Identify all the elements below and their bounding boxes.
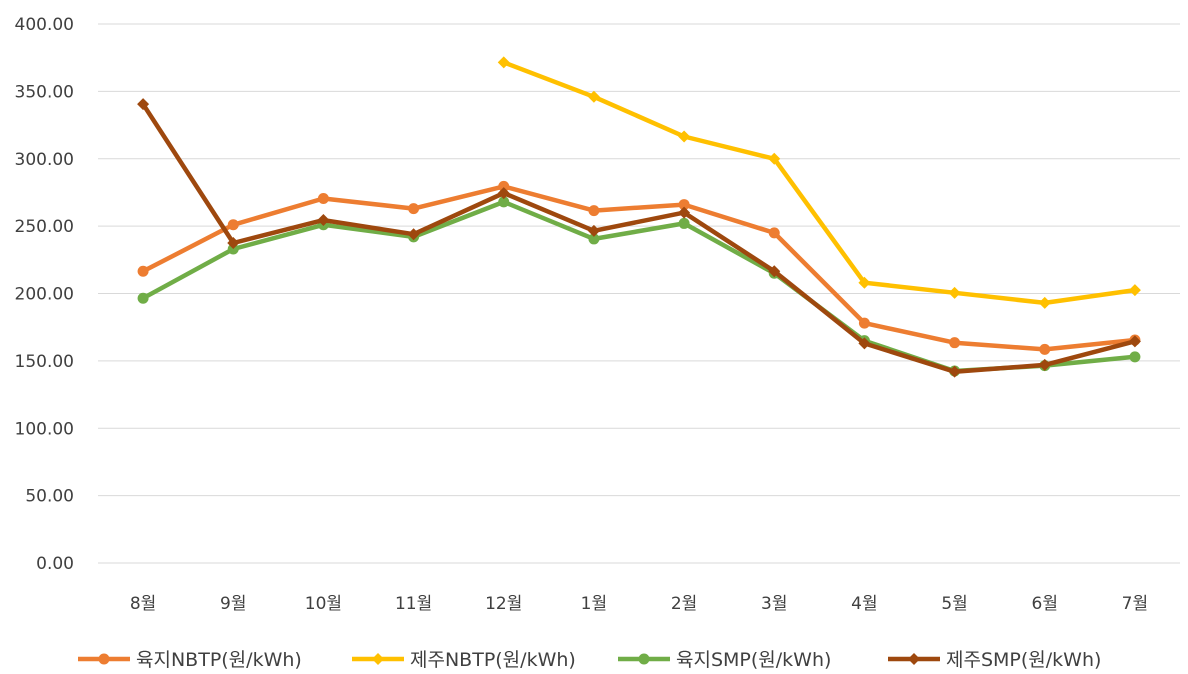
data-point (317, 214, 330, 227)
y-tick-label: 350.00 (15, 82, 74, 102)
data-point (768, 265, 781, 278)
data-point (227, 243, 239, 255)
data-point (497, 56, 510, 69)
series-1 (137, 180, 1141, 355)
data-point (638, 653, 650, 665)
x-tick-label: 7월 (1122, 594, 1148, 614)
data-point (1038, 296, 1051, 309)
legend-item: 육지SMP(원/kWh) (618, 649, 831, 671)
series-line (501, 60, 1138, 306)
data-point (98, 653, 110, 665)
data-point (1128, 284, 1141, 297)
y-tick-label: 100.00 (15, 419, 74, 439)
data-point (1038, 358, 1051, 371)
data-point (498, 196, 510, 208)
data-point (587, 224, 600, 237)
data-point (227, 236, 240, 249)
data-point (948, 286, 961, 299)
legend-item: 육지NBTP(원/kWh) (78, 649, 302, 671)
x-tick-label: 8월 (130, 594, 156, 614)
legend-label: 제주SMP(원/kWh) (946, 649, 1101, 671)
legend-label: 제주NBTP(원/kWh) (410, 649, 576, 671)
data-point (227, 219, 239, 231)
data-point (678, 206, 691, 219)
legend-item: 제주NBTP(원/kWh) (352, 649, 576, 671)
data-point (372, 653, 384, 665)
data-point (1039, 343, 1051, 355)
data-point (948, 365, 961, 378)
series-4 (137, 98, 1141, 378)
x-tick-label: 2월 (671, 594, 697, 614)
data-point (137, 98, 150, 111)
legend-label: 육지SMP(원/kWh) (676, 649, 831, 671)
data-point (137, 265, 149, 277)
y-tick-label: 250.00 (15, 217, 74, 237)
x-axis-tick-labels: 8월 9월 10월 11월 12월 1월 2월 3월 4월 5월 6월 7월 (130, 594, 1148, 614)
data-point (768, 152, 781, 165)
y-tick-label: 0.00 (36, 554, 74, 574)
data-point (1128, 335, 1141, 348)
data-point (678, 199, 690, 211)
data-point (317, 193, 329, 205)
y-axis-tick-labels: 0.00 50.00 100.00 150.00 200.00 250.00 300.00 3… (15, 15, 74, 574)
x-tick-label: 6월 (1032, 594, 1058, 614)
data-point (858, 276, 871, 289)
data-point (587, 90, 600, 103)
series-lines (137, 56, 1141, 378)
data-point (678, 217, 690, 229)
data-point (768, 227, 780, 239)
x-tick-label: 4월 (851, 594, 877, 614)
x-tick-label: 3월 (761, 594, 787, 614)
x-tick-label: 12월 (485, 594, 522, 614)
x-tick-label: 9월 (220, 594, 246, 614)
legend: 육지NBTP(원/kWh) 제주NBTP(원/kWh) 육지SMP(원/kWh) 제주… (78, 649, 1101, 671)
data-point (407, 228, 420, 241)
data-point (908, 653, 920, 665)
data-point (858, 337, 871, 350)
data-point (498, 180, 510, 192)
data-point (858, 317, 870, 329)
data-point (497, 187, 510, 200)
y-tick-label: 200.00 (15, 285, 74, 305)
series-line (140, 184, 1138, 352)
data-point (949, 337, 961, 349)
legend-label: 육지NBTP(원/kWh) (136, 649, 302, 671)
series-2 (497, 56, 1141, 309)
legend-item: 제주SMP(원/kWh) (888, 649, 1101, 671)
x-tick-label: 1월 (581, 594, 607, 614)
gridlines (98, 23, 1180, 497)
x-tick-label: 11월 (395, 594, 432, 614)
data-point (408, 203, 420, 215)
series-line (140, 101, 1138, 374)
x-tick-label: 5월 (941, 594, 967, 614)
data-point (1129, 351, 1141, 363)
data-point (588, 205, 600, 217)
data-point (588, 233, 600, 245)
y-tick-label: 400.00 (15, 15, 74, 35)
data-point (137, 292, 149, 304)
y-tick-label: 300.00 (15, 150, 74, 170)
y-tick-label: 150.00 (15, 352, 74, 372)
data-point (678, 130, 691, 143)
x-tick-label: 10월 (305, 594, 342, 614)
y-tick-label: 50.00 (25, 487, 74, 507)
